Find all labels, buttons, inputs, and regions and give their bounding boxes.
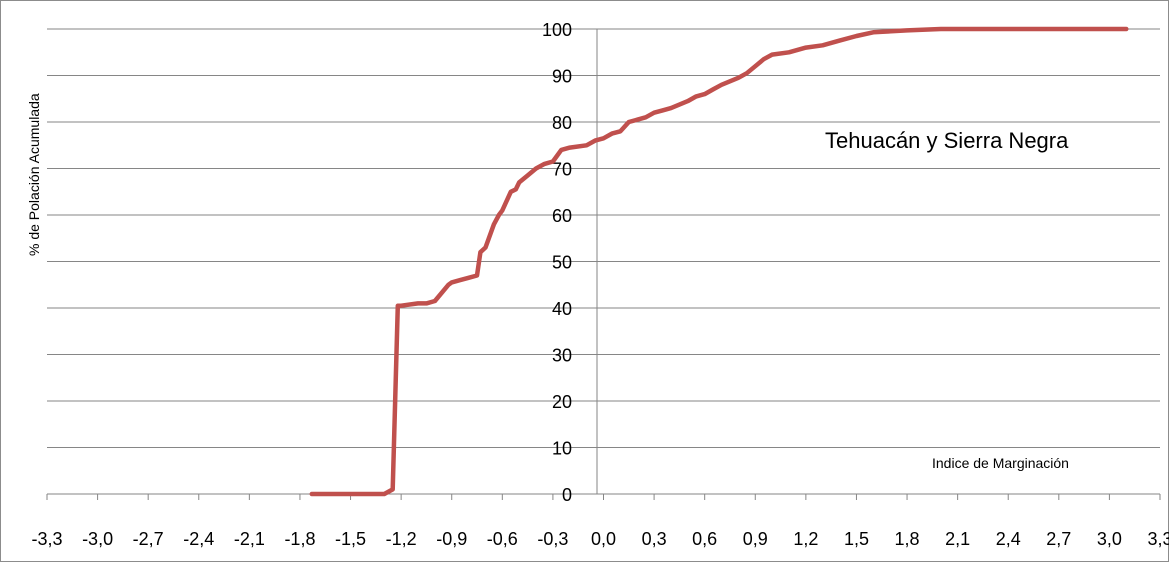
x-tick-label: -3,3 (31, 529, 62, 549)
x-tick-label: 0,3 (642, 529, 667, 549)
x-tick-label: -0,6 (487, 529, 518, 549)
y-tick-label: 80 (552, 113, 572, 133)
series-layer (309, 26, 1129, 497)
y-tick-label: 30 (552, 346, 572, 366)
y-axis-ticks (591, 28, 597, 495)
x-axis-title: Indice de Marginación (932, 455, 1069, 471)
y-axis-title: % de Polación Acumulada (26, 93, 42, 256)
y-tick-label: 40 (552, 299, 572, 319)
x-tick-label: 3,3 (1147, 529, 1169, 549)
y-axis-tick-labels: 0 10 20 30 40 50 60 70 80 90 100 (542, 20, 572, 505)
y-tick-label: 90 (552, 67, 572, 87)
x-axis-tick-labels: -3,3 -3,0 -2,7 -2,4 -2,1 -1,8 -1,5 -1,2 -0,9 -0,6… (31, 529, 1169, 549)
y-tick-label: 60 (552, 206, 572, 226)
x-tick-label: 1,5 (844, 529, 869, 549)
y-tick-label: 20 (552, 392, 572, 412)
x-tick-label: -3,0 (82, 529, 113, 549)
x-tick-label: -0,3 (537, 529, 568, 549)
x-tick-label: -1,8 (284, 529, 315, 549)
x-tick-label: 2,1 (945, 529, 970, 549)
x-tick-label: -1,5 (335, 529, 366, 549)
y-tick-label: 70 (552, 160, 572, 180)
x-tick-label: 0,9 (743, 529, 768, 549)
y-tick-label: 100 (542, 20, 572, 40)
x-tick-label: 2,4 (996, 529, 1021, 549)
x-tick-label: -1,2 (386, 529, 417, 549)
x-tick-label: -0,9 (436, 529, 467, 549)
y-tick-label: 0 (562, 485, 572, 505)
y-tick-label: 10 (552, 439, 572, 459)
x-tick-label: 1,8 (895, 529, 920, 549)
chart-annotation: Tehuacán y Sierra Negra (825, 128, 1069, 153)
x-tick-label: -2,1 (234, 529, 265, 549)
x-tick-label: 0,0 (591, 529, 616, 549)
x-tick-label: 0,6 (692, 529, 717, 549)
x-tick-label: 3,0 (1097, 529, 1122, 549)
series-line-0 (309, 26, 1129, 497)
x-tick-label: -2,4 (183, 529, 214, 549)
y-tick-label: 50 (552, 253, 572, 273)
x-axis-ticks (46, 494, 1161, 500)
x-tick-label: 2,7 (1046, 529, 1071, 549)
gridlines (47, 28, 1160, 448)
x-tick-label: 1,2 (793, 529, 818, 549)
x-tick-label: -2,7 (133, 529, 164, 549)
